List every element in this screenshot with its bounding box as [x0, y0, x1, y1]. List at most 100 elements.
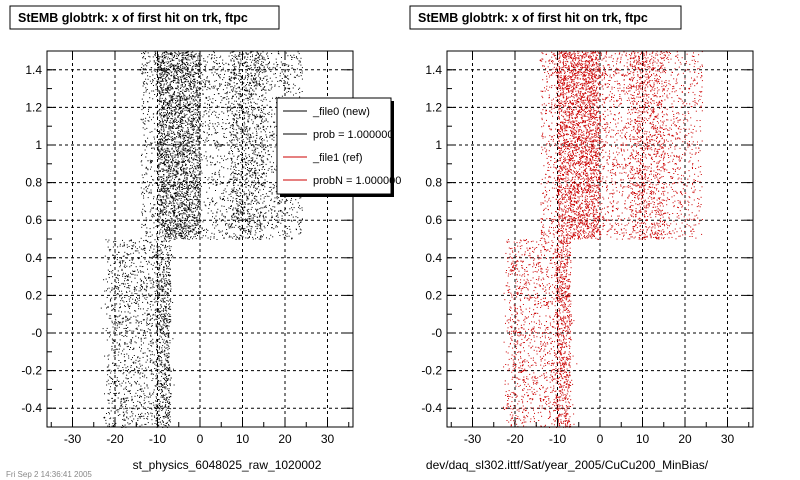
- scatter-point: [152, 304, 154, 306]
- scatter-point: [206, 160, 208, 162]
- scatter-point: [241, 218, 243, 220]
- scatter-point: [153, 319, 155, 321]
- scatter-point: [173, 59, 175, 61]
- scatter-point: [264, 179, 266, 181]
- scatter-point: [168, 225, 170, 227]
- scatter-point: [176, 141, 178, 143]
- scatter-point: [161, 156, 163, 158]
- scatter-point: [127, 378, 129, 380]
- scatter-point: [154, 314, 156, 316]
- scatter-point: [165, 170, 167, 172]
- scatter-point: [112, 339, 114, 341]
- scatter-point: [174, 228, 176, 230]
- scatter-point: [163, 162, 165, 164]
- scatter-point: [245, 162, 247, 164]
- scatter-point: [181, 85, 183, 87]
- scatter-point: [166, 68, 167, 70]
- scatter-point: [144, 402, 146, 404]
- scatter-point: [155, 52, 157, 54]
- scatter-point: [104, 393, 105, 395]
- scatter-point: [191, 118, 192, 120]
- scatter-point: [156, 345, 158, 347]
- scatter-point: [154, 266, 156, 268]
- scatter-point: [107, 306, 109, 308]
- scatter-point: [288, 226, 290, 227]
- scatter-point: [181, 156, 183, 158]
- scatter-point: [162, 271, 163, 273]
- scatter-point: [267, 81, 269, 83]
- scatter-point: [133, 271, 135, 272]
- scatter-point: [153, 245, 155, 247]
- scatter-point: [146, 227, 148, 229]
- scatter-point: [166, 320, 168, 322]
- scatter-point: [183, 195, 185, 197]
- scatter-point: [132, 270, 134, 272]
- scatter-point: [141, 226, 143, 228]
- scatter-point: [160, 299, 162, 301]
- scatter-point: [174, 179, 175, 181]
- scatter-point: [161, 188, 163, 190]
- scatter-point: [155, 312, 156, 314]
- scatter-point: [107, 355, 109, 357]
- scatter-point: [215, 215, 217, 217]
- scatter-point: [182, 228, 184, 230]
- scatter-point: [234, 113, 236, 115]
- scatter-point: [298, 233, 300, 235]
- scatter-point: [172, 234, 174, 236]
- scatter-point: [167, 293, 169, 295]
- scatter-point: [197, 69, 199, 70]
- scatter-point: [226, 185, 228, 187]
- scatter-point: [258, 192, 260, 194]
- scatter-point: [181, 55, 183, 57]
- scatter-point: [130, 316, 132, 318]
- scatter-point: [150, 241, 152, 243]
- scatter-point: [177, 146, 179, 148]
- scatter-point: [136, 329, 138, 330]
- scatter-point: [173, 65, 174, 67]
- scatter-point: [227, 168, 229, 170]
- scatter-point: [158, 310, 160, 312]
- scatter-point: [141, 424, 143, 426]
- scatter-point: [154, 204, 156, 206]
- scatter-point: [144, 258, 146, 260]
- scatter-point: [148, 192, 150, 194]
- scatter-point: [145, 72, 147, 74]
- scatter-point: [183, 122, 185, 124]
- scatter-point: [145, 167, 147, 169]
- scatter-point: [151, 152, 153, 154]
- scatter-point: [176, 166, 178, 168]
- scatter-point: [113, 383, 115, 385]
- scatter-point: [145, 285, 147, 287]
- scatter-point: [275, 61, 277, 63]
- scatter-point: [220, 146, 222, 147]
- scatter-point: [132, 361, 134, 363]
- scatter-point: [156, 378, 158, 380]
- scatter-point: [160, 321, 162, 323]
- scatter-point: [126, 330, 127, 332]
- scatter-point: [166, 86, 168, 88]
- scatter-point: [199, 187, 201, 189]
- scatter-point: [250, 145, 252, 146]
- scatter-point: [162, 268, 164, 270]
- scatter-point: [170, 102, 172, 104]
- scatter-point: [150, 203, 151, 205]
- scatter-point: [138, 367, 140, 369]
- scatter-point: [248, 180, 250, 182]
- scatter-point: [177, 208, 179, 210]
- scatter-point: [146, 384, 148, 386]
- scatter-point: [253, 153, 255, 155]
- scatter-point: [291, 237, 293, 239]
- scatter-point: [247, 53, 249, 55]
- scatter-point: [251, 206, 253, 208]
- scatter-point: [272, 236, 274, 238]
- scatter-point: [127, 418, 129, 420]
- scatter-point: [167, 334, 169, 336]
- scatter-point: [117, 415, 119, 416]
- scatter-point: [182, 188, 184, 189]
- scatter-point: [182, 142, 184, 144]
- scatter-point: [140, 289, 142, 290]
- scatter-point: [115, 315, 117, 317]
- scatter-point: [167, 189, 169, 191]
- scatter-point: [179, 100, 181, 102]
- scatter-point: [135, 299, 136, 301]
